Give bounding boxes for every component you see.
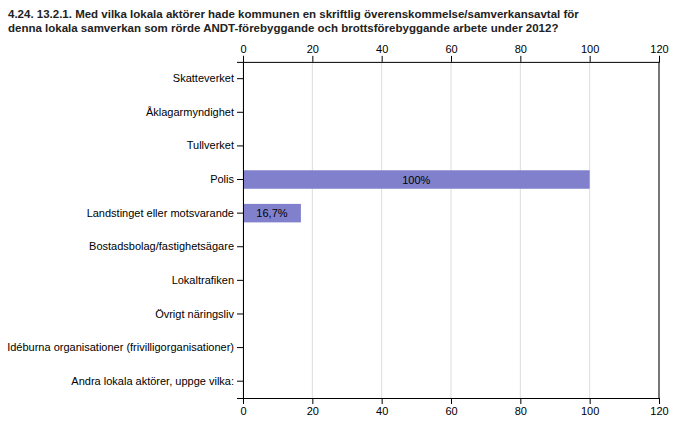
x-tick-label: 120	[650, 43, 668, 55]
x-tick: 100	[581, 43, 599, 62]
plot: 0 20 40 60 80 100 120 0 20 40 60 80 100 120 Skatteverk…	[7, 43, 669, 417]
x-tick-mark	[659, 398, 660, 404]
x-tick: 40	[376, 398, 388, 417]
x-tick: 120	[650, 43, 668, 62]
title-line: 4.24. 13.2.1. Med vilka lokala aktörer h…	[8, 8, 579, 20]
y-tick-label: Övrigt näringsliv	[155, 307, 234, 319]
y-tick-mark	[237, 145, 243, 146]
x-tick-mark	[451, 398, 452, 404]
x-tick-mark	[312, 56, 313, 62]
grid-line	[312, 62, 313, 398]
x-tick-mark	[520, 56, 521, 62]
x-tick-mark	[312, 398, 313, 404]
y-tick: Tullverket	[187, 139, 243, 151]
grid-line	[520, 62, 521, 398]
data-label: 16,7%	[256, 207, 287, 219]
x-tick-mark	[590, 398, 591, 404]
x-tick-label: 40	[376, 43, 388, 55]
chart: 4.24. 13.2.1. Med vilka lokala aktörer h…	[0, 0, 681, 426]
y-tick-mark	[237, 381, 243, 382]
bar	[243, 170, 590, 188]
x-tick-mark	[451, 56, 452, 62]
x-tick-mark	[382, 56, 383, 62]
y-tick: Åklagarmyndighet	[146, 106, 243, 118]
x-tick: 20	[307, 398, 319, 417]
y-tick: Skatteverket	[173, 72, 243, 84]
axis-line	[244, 56, 660, 63]
x-tick-label: 120	[650, 405, 668, 417]
x-tick: 120	[650, 398, 668, 417]
x-tick-label: 20	[307, 405, 319, 417]
x-tick-mark	[243, 56, 244, 62]
x-tick-label: 100	[581, 405, 599, 417]
x-tick-label: 60	[445, 43, 457, 55]
y-tick-label: Åklagarmyndighet	[146, 106, 234, 118]
axis-line	[237, 62, 244, 398]
x-tick-mark	[382, 398, 383, 404]
y-tick-mark	[237, 347, 243, 348]
x-axis: 0 20 40 60 80 100 120	[240, 398, 668, 417]
y-tick-label: Tullverket	[187, 139, 234, 151]
x-tick-label: 80	[515, 43, 527, 55]
title: 4.24. 13.2.1. Med vilka lokala aktörer h…	[8, 8, 579, 34]
x-tick: 40	[376, 43, 388, 62]
grid-line	[451, 62, 452, 398]
y-tick-mark	[237, 179, 243, 180]
x-tick-label: 40	[376, 405, 388, 417]
x-tick: 100	[581, 398, 599, 417]
x-tick: 20	[307, 43, 319, 62]
y-tick-mark	[237, 78, 243, 79]
x-tick: 80	[515, 398, 527, 417]
y-tick-mark	[237, 313, 243, 314]
x-tick: 0	[240, 43, 246, 62]
grid-line	[659, 62, 660, 398]
data-label: 100%	[402, 174, 430, 186]
x-tick-label: 20	[307, 43, 319, 55]
y-tick-label: Lokaltrafiken	[172, 274, 234, 286]
y-tick: Bostadsbolag/fastighetsägare	[89, 240, 243, 252]
x-tick-mark	[659, 56, 660, 62]
axis-line	[244, 399, 660, 405]
x-tick-mark	[590, 56, 591, 62]
y-tick: Andra lokala aktörer, uppge vilka:	[71, 375, 243, 387]
x-tick: 80	[515, 43, 527, 62]
x-tick-label: 60	[445, 405, 457, 417]
x-tick: 60	[445, 398, 457, 417]
x-tick-mark	[520, 398, 521, 404]
x-tick-label: 0	[240, 43, 246, 55]
y-tick: Lokaltrafiken	[172, 274, 243, 286]
title-line: denna lokala samverkan som rörde ANDT-fö…	[8, 22, 558, 34]
y-tick-mark	[237, 213, 243, 214]
y-tick-label: Landstinget eller motsvarande	[87, 207, 234, 219]
y-tick-mark	[237, 112, 243, 113]
y-tick-label: Andra lokala aktörer, uppge vilka:	[71, 375, 234, 387]
grid-line	[381, 62, 382, 398]
x-axis-top: 0 20 40 60 80 100 120	[240, 43, 668, 63]
y-tick-label: Skatteverket	[173, 72, 234, 84]
y-tick: Övrigt näringsliv	[155, 307, 243, 319]
data-labels: 100% 16,7%	[256, 174, 430, 220]
x-tick: 0	[240, 398, 246, 417]
frame	[659, 62, 660, 398]
bars	[243, 170, 590, 222]
y-tick: Landstinget eller motsvarande	[87, 207, 243, 219]
y-tick-mark	[237, 246, 243, 247]
y-tick: Idéburna organisationer (frivilligorgani…	[7, 341, 243, 353]
y-tick-label: Polis	[210, 173, 234, 185]
x-tick-label: 100	[581, 43, 599, 55]
y-tick-label: Idéburna organisationer (frivilligorgani…	[7, 341, 234, 353]
y-tick-mark	[237, 280, 243, 281]
grid	[243, 62, 659, 398]
y-tick-label: Bostadsbolag/fastighetsägare	[89, 240, 234, 252]
x-tick-label: 0	[240, 405, 246, 417]
y-tick: Polis	[210, 173, 243, 185]
y-axis: Skatteverket Åklagarmyndighet Tullverket Po…	[7, 62, 243, 398]
x-tick: 60	[445, 43, 457, 62]
bar	[243, 204, 301, 222]
grid-line	[589, 62, 590, 398]
x-tick-label: 80	[515, 405, 527, 417]
